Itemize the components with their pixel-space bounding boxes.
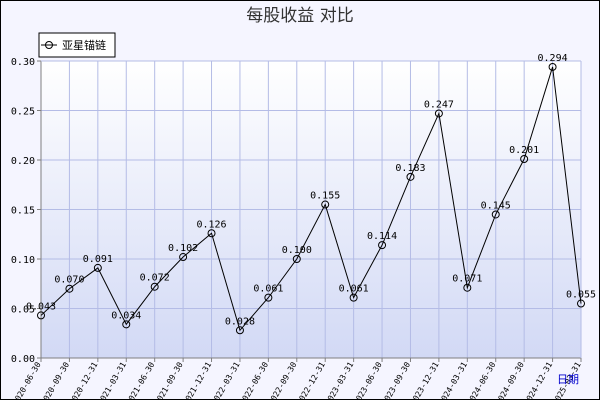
y-tick-label: 0.05 xyxy=(11,305,35,316)
x-tick-label: 2024-06-30 xyxy=(466,360,498,399)
data-label: 0.145 xyxy=(481,200,511,211)
data-point xyxy=(378,241,387,250)
x-tick-label: 2021-12-31 xyxy=(181,360,213,399)
x-tick-label: 2020-12-31 xyxy=(68,360,100,399)
data-label: 0.034 xyxy=(111,310,141,321)
x-tick-label: 2022-12-31 xyxy=(295,360,327,399)
data-point xyxy=(122,320,131,329)
x-tick-label: 2023-03-31 xyxy=(323,360,355,399)
x-tick-label: 2022-09-30 xyxy=(267,360,299,399)
data-label: 0.201 xyxy=(509,145,539,156)
data-label: 0.061 xyxy=(253,284,283,295)
data-label: 0.183 xyxy=(395,163,425,174)
legend: 亚星锚链 xyxy=(38,32,116,58)
x-tick-label: 2023-09-30 xyxy=(380,360,412,399)
data-label: 0.091 xyxy=(83,254,113,265)
data-point xyxy=(520,155,529,164)
data-point xyxy=(207,229,216,238)
data-point xyxy=(434,109,443,118)
data-label: 0.072 xyxy=(140,273,170,284)
data-point xyxy=(264,293,273,302)
x-tick-label: 2020-09-30 xyxy=(39,360,71,399)
data-label: 0.061 xyxy=(339,284,369,295)
chart-title: 每股收益 对比 xyxy=(246,6,353,26)
data-point xyxy=(179,253,188,262)
data-point xyxy=(406,172,415,181)
legend-marker xyxy=(45,41,53,49)
data-label: 0.071 xyxy=(452,274,482,285)
x-tick-label: 2022-06-30 xyxy=(238,360,270,399)
data-point xyxy=(235,326,244,335)
x-tick-label: 2024-12-31 xyxy=(522,360,554,399)
data-point xyxy=(292,255,301,263)
data-point xyxy=(321,200,330,209)
data-point xyxy=(93,263,102,272)
data-label: 0.100 xyxy=(282,245,312,256)
x-tick-label: 2020-06-30 xyxy=(11,360,43,399)
data-label: 0.294 xyxy=(538,53,568,64)
data-point xyxy=(577,299,585,308)
data-label: 0.043 xyxy=(26,301,56,312)
x-axis-ticks: 2020-06-302020-09-302020-12-312021-03-31… xyxy=(11,358,583,399)
x-tick-label: 2021-03-31 xyxy=(96,360,128,399)
y-axis-ticks: 0.00 0.05 0.10 0.15 0.20 0.25 0.30 xyxy=(11,57,41,365)
legend-label: 亚星锚链 xyxy=(62,38,106,52)
data-point xyxy=(349,293,358,302)
data-point xyxy=(491,210,500,219)
y-tick-label: 0.30 xyxy=(11,57,35,68)
data-point xyxy=(548,62,557,71)
x-tick-label: 2022-03-31 xyxy=(210,360,242,399)
data-point xyxy=(150,282,159,291)
y-tick-label: 0.25 xyxy=(11,107,35,118)
x-tick-label: 2024-03-31 xyxy=(437,360,469,399)
data-point xyxy=(463,283,472,292)
data-label: 0.126 xyxy=(196,219,226,230)
data-label: 0.028 xyxy=(225,316,255,327)
y-tick-label: 0.00 xyxy=(11,354,35,365)
data-point xyxy=(65,284,74,293)
x-tick-label: 2024-09-30 xyxy=(494,360,526,399)
data-label: 0.155 xyxy=(310,191,340,202)
data-label: 0.070 xyxy=(54,275,84,286)
x-tick-label: 2021-09-30 xyxy=(153,360,185,399)
data-label: 0.247 xyxy=(424,99,454,110)
y-tick-label: 0.10 xyxy=(11,255,35,266)
y-tick-label: 0.15 xyxy=(11,206,35,217)
series-layer xyxy=(37,62,585,335)
x-tick-label: 2023-12-31 xyxy=(409,360,441,399)
y-tick-label: 0.20 xyxy=(11,156,35,167)
series-line xyxy=(40,66,582,332)
data-label: 0.055 xyxy=(566,290,596,301)
x-axis-corner-label: 日期 xyxy=(557,373,579,386)
x-tick-label: 2021-06-30 xyxy=(125,360,157,399)
data-labels: 0.043 0.070 0.091 0.034 0.072 0.102 0.126 0.028… xyxy=(26,53,596,327)
data-label: 0.114 xyxy=(367,231,397,242)
data-label: 0.102 xyxy=(168,243,198,254)
data-point xyxy=(37,311,45,320)
x-tick-label: 2023-06-30 xyxy=(352,360,384,399)
